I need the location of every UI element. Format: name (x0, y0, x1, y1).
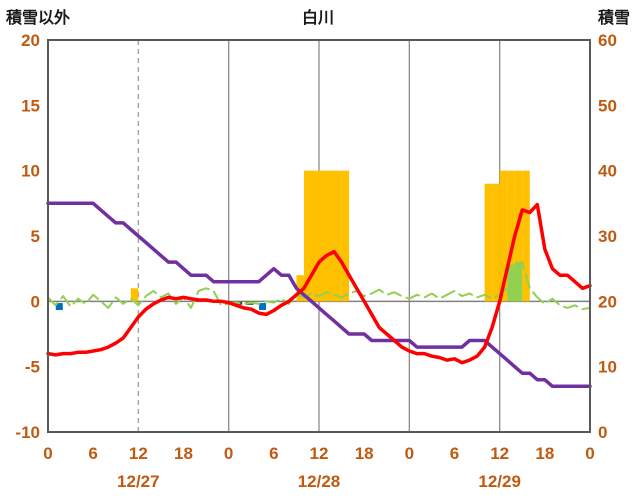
x-axis-hour-label: 12 (490, 444, 509, 463)
x-axis-hour-label: 6 (88, 444, 97, 463)
right-axis-tick-label: 60 (598, 31, 617, 50)
right-axis-tick-label: 50 (598, 96, 617, 115)
blue-markers (55, 303, 63, 311)
blue-markers (259, 303, 267, 311)
x-axis-day-label: 12/29 (478, 472, 521, 491)
x-axis-hour-label: 18 (355, 444, 374, 463)
x-axis-hour-label: 12 (310, 444, 329, 463)
right-axis-title: 積雪 (597, 8, 630, 27)
orange-bars (334, 170, 342, 302)
orange-bars (319, 170, 327, 302)
x-axis-hour-label: 18 (174, 444, 193, 463)
green-bars (507, 264, 515, 302)
left-axis-tick-label: 5 (31, 227, 40, 246)
left-axis-title: 積雪以外 (5, 8, 70, 27)
x-axis-hour-label: 0 (43, 444, 52, 463)
left-axis-tick-label: 10 (21, 162, 40, 181)
left-axis-tick-label: 15 (21, 96, 40, 115)
orange-bars (522, 170, 530, 302)
purple-line (46, 201, 592, 389)
orange-bars (341, 170, 350, 302)
right-axis-tick-label: 10 (598, 358, 617, 377)
orange-bars (492, 183, 500, 302)
x-axis-hour-label: 12 (129, 444, 148, 463)
right-axis-tick-label: 20 (598, 292, 617, 311)
plot-border (47, 39, 591, 433)
right-axis-tick-label: 40 (598, 162, 617, 181)
x-axis-day-label: 12/28 (298, 472, 341, 491)
green-bars (514, 262, 523, 302)
x-axis-day-label: 12/27 (117, 472, 160, 491)
x-axis-hour-label: 0 (224, 444, 233, 463)
left-axis-tick-label: 20 (21, 31, 40, 50)
x-axis-hour-label: 6 (269, 444, 278, 463)
left-axis-tick-label: -10 (15, 423, 40, 442)
x-axis-hour-label: 0 (405, 444, 414, 463)
right-axis-tick-label: 30 (598, 227, 617, 246)
orange-bars (311, 170, 319, 302)
right-axis-tick-label: 0 (598, 423, 607, 442)
orange-bars (296, 275, 304, 302)
chart-title: 白川 (302, 8, 334, 27)
orange-bars (507, 170, 515, 302)
orange-bars (303, 170, 312, 302)
x-axis-hour-label: 18 (535, 444, 554, 463)
orange-bars (484, 183, 493, 302)
x-axis-hour-label: 6 (450, 444, 459, 463)
orange-bars (514, 170, 523, 302)
orange-bars (130, 288, 139, 302)
orange-bars (326, 170, 335, 302)
orange-bars (499, 170, 508, 302)
left-axis-tick-label: 0 (31, 292, 40, 311)
left-axis-tick-label: -5 (25, 358, 40, 377)
x-axis-hour-label: 0 (585, 444, 594, 463)
red-line (46, 202, 592, 365)
